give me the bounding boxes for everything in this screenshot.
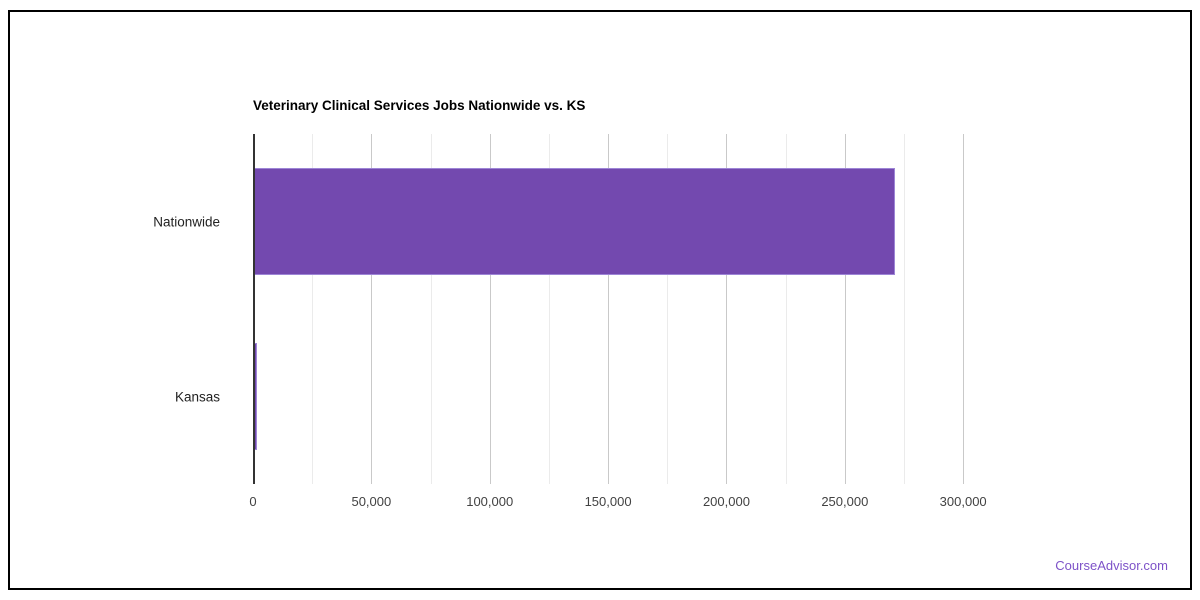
major-gridline xyxy=(726,134,728,484)
bar-nationwide xyxy=(253,168,895,275)
x-tick-label: 150,000 xyxy=(584,494,632,509)
x-tick-label: 200,000 xyxy=(702,494,750,509)
category-label-kansas: Kansas xyxy=(174,389,220,404)
chart-frame: Veterinary Clinical Services Jobs Nation… xyxy=(8,10,1192,590)
minor-gridline xyxy=(312,134,314,484)
x-tick-label: 50,000 xyxy=(351,494,392,509)
plot-area xyxy=(253,134,1020,484)
courseadvisor-link[interactable]: CourseAdvisor.com xyxy=(1055,558,1168,573)
x-tick-label: 0 xyxy=(249,494,257,509)
chart-title: Veterinary Clinical Services Jobs Nation… xyxy=(253,98,586,113)
minor-gridline xyxy=(667,134,669,484)
x-tick-label: 300,000 xyxy=(939,494,987,509)
major-gridline xyxy=(371,134,373,484)
minor-gridline xyxy=(785,134,787,484)
minor-gridline xyxy=(904,134,905,484)
minor-gridline xyxy=(548,134,550,484)
major-gridline xyxy=(489,134,491,484)
minor-gridline xyxy=(430,134,432,484)
x-tick-label: 100,000 xyxy=(466,494,514,509)
category-label-nationwide: Nationwide xyxy=(153,214,220,229)
x-tick-label: 250,000 xyxy=(821,494,869,509)
y-axis-line xyxy=(253,134,255,484)
major-gridline xyxy=(608,134,610,484)
major-gridline xyxy=(963,134,965,484)
major-gridline xyxy=(844,134,846,484)
